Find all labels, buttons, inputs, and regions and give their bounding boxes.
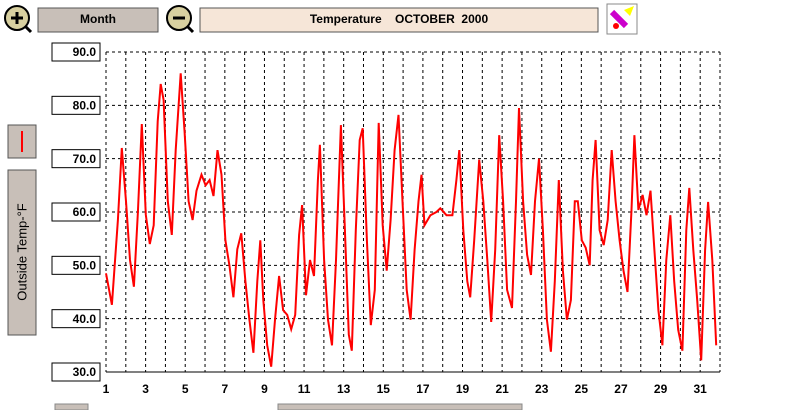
- x-tick-label: 11: [298, 382, 311, 396]
- x-tick-label: 19: [456, 382, 470, 396]
- x-tick-label: 5: [182, 382, 189, 396]
- y-tick-label: 60.0: [73, 205, 97, 219]
- y-tick-label: 80.0: [73, 99, 97, 113]
- series-line: [105, 73, 718, 367]
- scroll-box[interactable]: [54, 403, 89, 410]
- y-tick-box: [51, 42, 101, 62]
- y-tick-box: [51, 362, 101, 382]
- x-tick-label: 25: [575, 382, 589, 396]
- y-tick-label: 70.0: [73, 152, 97, 166]
- x-tick-label: 17: [416, 382, 430, 396]
- x-tick-label: 3: [142, 382, 149, 396]
- y-tick-box: [51, 149, 101, 169]
- y-tick-box: [51, 95, 101, 115]
- x-tick-label: 9: [261, 382, 268, 396]
- y-axis-label: Outside Temp-°F: [14, 203, 29, 300]
- zoom-in-button[interactable]: [4, 5, 33, 34]
- x-tick-label: 15: [377, 382, 391, 396]
- x-tick-label: 21: [495, 382, 509, 396]
- y-tick-label: 90.0: [73, 45, 97, 59]
- x-tick-label: 27: [614, 382, 628, 396]
- y-tick-box: [51, 309, 101, 329]
- x-tick-label: 31: [694, 382, 708, 396]
- x-tick-label: 1: [103, 382, 110, 396]
- y-tick-label: 50.0: [73, 259, 97, 273]
- period-button[interactable]: [37, 7, 159, 33]
- y-tick-label: 40.0: [73, 312, 97, 326]
- paint-button[interactable]: [606, 3, 638, 35]
- scroll-bar[interactable]: [277, 403, 523, 410]
- y-tick-box: [51, 202, 101, 222]
- chart-title: Temperature OCTOBER 2000: [310, 12, 489, 26]
- y-axis-button[interactable]: [7, 169, 37, 336]
- y-tick-box: [51, 255, 101, 275]
- x-tick-label: 29: [654, 382, 668, 396]
- x-tick-label: 13: [337, 382, 351, 396]
- y-tick-label: 30.0: [73, 365, 97, 379]
- x-tick-label: 23: [535, 382, 549, 396]
- x-tick-label: 7: [221, 382, 228, 396]
- period-label: Month: [80, 12, 116, 26]
- title-box: [199, 7, 599, 33]
- zoom-out-button[interactable]: [166, 5, 195, 34]
